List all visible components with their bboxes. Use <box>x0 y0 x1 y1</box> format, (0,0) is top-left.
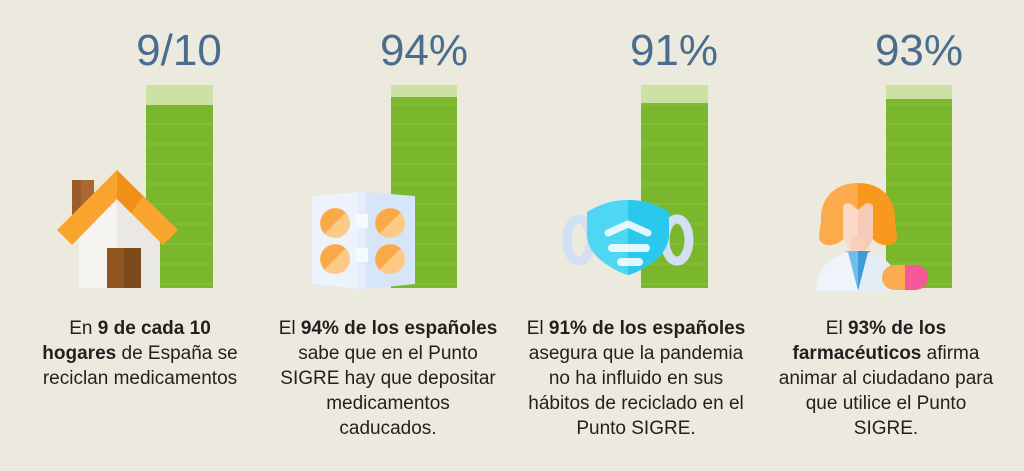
stat-caption-hogares: En 9 de cada 10 hogares de España se rec… <box>30 316 250 391</box>
stat-value-espanoles-sigre: 94% <box>379 26 469 75</box>
bar-remainder <box>146 85 213 106</box>
caption-text-segment: afirma animar al ciudadano para que util… <box>778 343 994 439</box>
caption-text-segment: En <box>69 318 98 339</box>
stat-caption-pandemia: El 91% de los españoles asegura que la p… <box>525 316 747 441</box>
bar-remainder <box>886 85 952 100</box>
stat-value-farmaceuticos: 93% <box>874 26 964 75</box>
stat-value-pandemia: 91% <box>629 26 719 75</box>
caption-text-segment: de España se reciclan medicamentos <box>42 343 238 389</box>
caption-bold-segment: 93% de los farmacéuticos <box>792 318 947 364</box>
face-mask-icon <box>562 200 694 275</box>
caption-bold-segment: 9 de cada 10 hogares <box>42 318 211 364</box>
bar-remainder <box>391 85 457 98</box>
blister-pack-icon <box>312 192 415 289</box>
pharmacist-icon <box>816 183 928 291</box>
caption-text-segment: El <box>526 318 549 339</box>
stat-bar-farmaceuticos <box>886 85 952 288</box>
caption-text-segment: El <box>278 318 301 339</box>
stat-caption-espanoles-sigre: El 94% de los españoles sabe que en el P… <box>277 316 499 441</box>
caption-bold-segment: 94% de los españoles <box>300 318 498 339</box>
caption-text-segment: asegura que la pandemia no ha influido e… <box>528 343 744 439</box>
bar-remainder <box>641 85 708 104</box>
caption-bold-segment: 91% de los españoles <box>548 318 746 339</box>
caption-text-segment: El <box>825 318 848 339</box>
stat-value-hogares: 9/10 <box>136 26 222 75</box>
stat-caption-farmaceuticos: El 93% de los farmacéuticos afirma anima… <box>775 316 997 441</box>
house-icon <box>57 170 178 288</box>
caption-text-segment: sabe que en el Punto SIGRE hay que depos… <box>280 343 496 439</box>
